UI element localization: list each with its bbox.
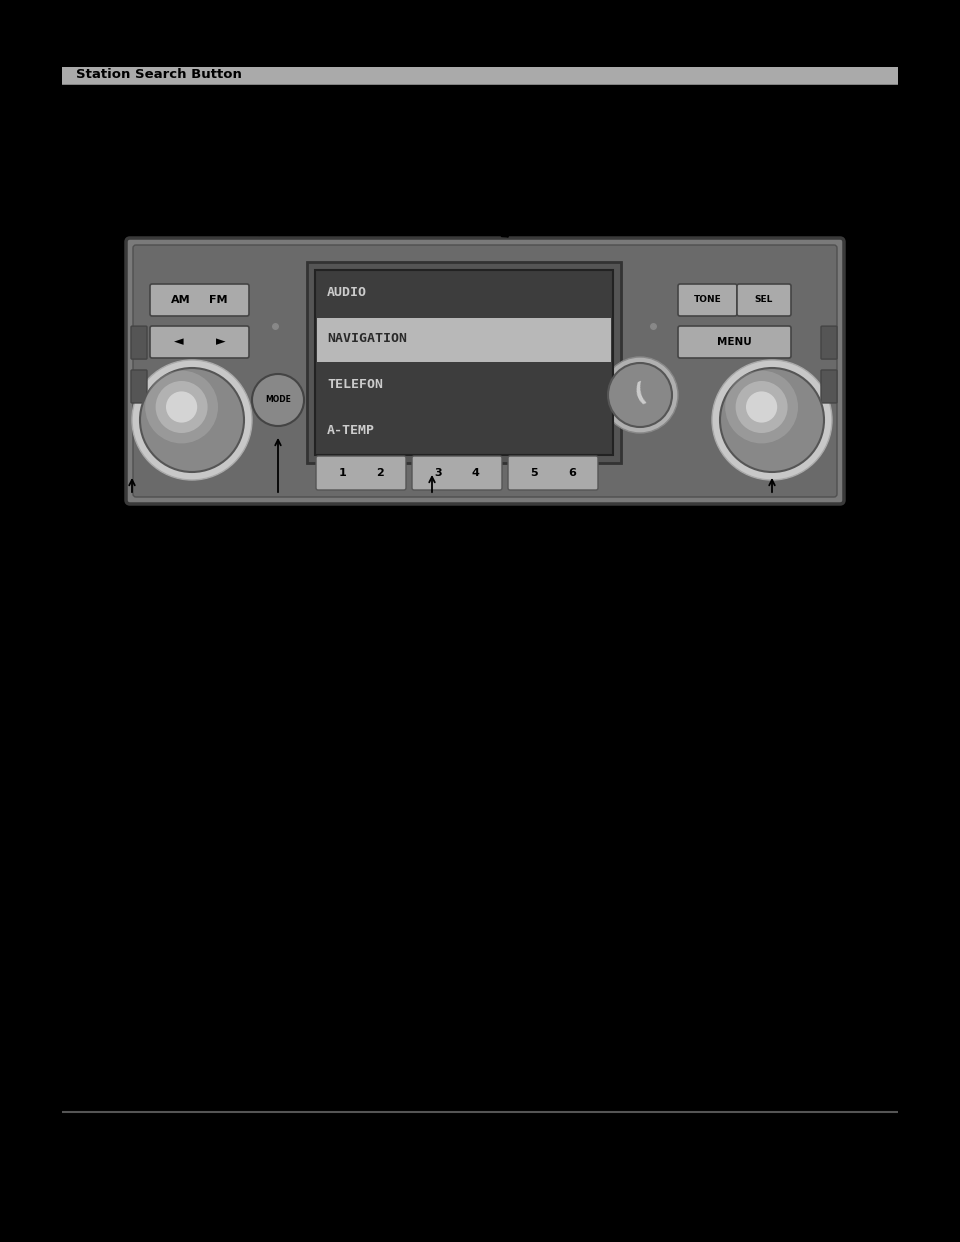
FancyBboxPatch shape (821, 327, 837, 359)
Text: AUDIO: AUDIO (327, 287, 367, 299)
FancyBboxPatch shape (150, 325, 249, 358)
Text: radio/CD: radio/CD (482, 518, 540, 532)
Text: AM: AM (171, 296, 190, 306)
Text: radio volume control: radio volume control (171, 518, 309, 532)
Circle shape (132, 360, 252, 479)
Circle shape (156, 381, 207, 433)
Text: Outside temperature is the only on-board computer display possible for the Z8.: Outside temperature is the only on-board… (76, 874, 608, 887)
Text: Mode Button-: Mode Button- (152, 556, 254, 569)
Circle shape (735, 381, 787, 433)
Text: Control Knob-: Control Knob- (572, 518, 676, 532)
Text: recalls main menu for display: recalls main menu for display (577, 101, 775, 113)
Text: 1: 1 (338, 468, 346, 478)
Text: NAVIGATION: NAVIGATION (327, 333, 407, 345)
FancyBboxPatch shape (126, 238, 844, 504)
Text: ►: ► (216, 335, 226, 349)
FancyBboxPatch shape (508, 456, 598, 491)
Text: ◄: ◄ (174, 335, 183, 349)
Text: 2: 2 (376, 468, 384, 478)
Circle shape (725, 370, 798, 443)
FancyBboxPatch shape (131, 370, 147, 402)
Bar (317, 318, 611, 361)
Circle shape (608, 363, 672, 427)
FancyBboxPatch shape (412, 456, 502, 491)
Text: A-TEMP: A-TEMP (327, 425, 375, 437)
Text: used to begin or end a call: used to begin or end a call (489, 165, 667, 179)
Text: 4: 4 (472, 468, 480, 478)
FancyBboxPatch shape (315, 270, 613, 455)
Text: FM: FM (209, 296, 228, 306)
Circle shape (602, 356, 678, 433)
Text: carmanualsonline.info: carmanualsonline.info (783, 1207, 931, 1220)
Text: Every time the MIR is switched on it looks to see if a navigation computer is in: Every time the MIR is switched on it loo… (76, 619, 692, 705)
Text: used to control: used to control (700, 518, 801, 532)
Text: Left Knob-: Left Knob- (76, 518, 155, 532)
FancyBboxPatch shape (821, 370, 837, 402)
FancyBboxPatch shape (133, 245, 837, 497)
Text: 7: 7 (878, 1126, 888, 1141)
Text: (: ( (630, 380, 650, 406)
Text: switches between radio and CD operation: switches between radio and CD operation (272, 556, 551, 569)
Bar (62, 67, 898, 84)
Text: Station Search Button: Station Search Button (76, 67, 242, 81)
FancyBboxPatch shape (678, 284, 737, 315)
Text: Photocell Sensor-: Photocell Sensor- (182, 130, 314, 144)
Circle shape (746, 391, 778, 422)
Circle shape (252, 374, 304, 426)
Text: The navigation elements of the MIR will be discussed in the MK3 module.: The navigation elements of the MIR will … (76, 728, 626, 741)
Circle shape (145, 370, 218, 443)
Text: Menu Button-: Menu Button- (462, 101, 564, 113)
Text: TELEFON: TELEFON (327, 379, 383, 391)
Text: Audio mixing allows the vehicle passengers to listen to navigation instructions : Audio mixing allows the vehicle passenge… (76, 794, 656, 826)
Circle shape (712, 360, 832, 479)
Text: MENU: MENU (717, 337, 752, 347)
Text: 6: 6 (568, 468, 576, 478)
Text: Station Keys-: Station Keys- (357, 518, 457, 532)
Text: used to control display backlight: used to control display backlight (347, 130, 564, 144)
FancyBboxPatch shape (131, 327, 147, 359)
Text: operation of systems in display: operation of systems in display (572, 538, 780, 551)
Text: NG Radios: NG Radios (834, 1140, 888, 1150)
FancyBboxPatch shape (737, 284, 791, 315)
Circle shape (720, 368, 824, 472)
FancyBboxPatch shape (307, 262, 621, 463)
Text: 5: 5 (530, 468, 538, 478)
Circle shape (166, 391, 197, 422)
Circle shape (140, 368, 244, 472)
Text: MODE: MODE (265, 395, 291, 405)
Text: Telephone Send/End-: Telephone Send/End- (297, 165, 454, 179)
FancyBboxPatch shape (150, 284, 249, 315)
FancyBboxPatch shape (316, 456, 406, 491)
Text: TONE: TONE (694, 296, 721, 304)
Text: SEL: SEL (755, 296, 773, 304)
FancyBboxPatch shape (678, 325, 791, 358)
Text: Audio Mixing: Audio Mixing (76, 770, 187, 785)
Text: On-Board Computer Functions: On-Board Computer Functions (76, 850, 335, 864)
Text: 3: 3 (434, 468, 442, 478)
